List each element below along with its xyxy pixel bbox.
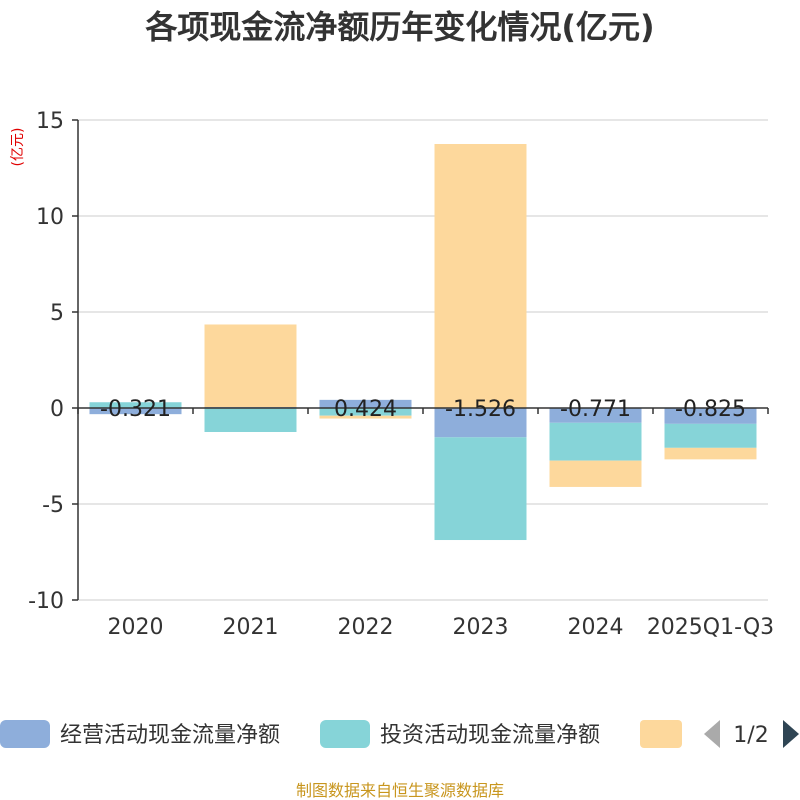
y-tick-label: -10 [28,589,64,614]
bar-2023-series-2[interactable] [434,144,527,408]
y-tick-label: 10 [36,205,64,230]
bar-2022-series-1[interactable] [319,408,412,416]
x-tick-label: 2025Q1-Q3 [647,615,774,640]
bar-2025Q1-Q3-series-2[interactable] [664,447,757,460]
x-tick-label: 2021 [223,615,279,640]
x-axis-ticks: 2020 2021 2022 2023 2024 2025Q1-Q3 [108,615,775,640]
data-label: 0.424 [334,397,397,422]
bar-2022-series-2[interactable] [319,415,412,419]
bar-2025Q1-Q3-series-1[interactable] [664,423,757,448]
legend-label-investing: 投资活动现金流量净额 [380,723,600,748]
bar-2024-series-1[interactable] [549,422,642,461]
bar-2021-series-2[interactable] [204,324,297,408]
bar-2020-series-0[interactable] [89,408,182,415]
bar-2023-series-1[interactable] [434,437,527,541]
legend-swatch-financing [640,720,682,748]
legend-item-operating[interactable]: 经营活动现金流量净额 [0,720,280,748]
y-tick-label: 15 [36,109,64,134]
x-tick-label: 2024 [568,615,624,640]
data-label: -0.825 [675,397,746,422]
y-axis-ticks: 15 10 5 0 -5 -10 [28,109,78,614]
legend-swatch-investing [320,720,370,748]
bar-2024-series-0[interactable] [549,408,642,423]
data-source-note: 制图数据来自恒生聚源数据库 [296,781,504,800]
y-axis-unit: (亿元) [10,128,26,167]
y-tick-label: 5 [50,301,64,326]
data-label: -0.321 [100,397,171,422]
legend-page-indicator: 1/2 [733,723,768,748]
data-label: -1.526 [445,397,516,422]
legend-item-investing[interactable]: 投资活动现金流量净额 [320,720,600,748]
bar-2022-series-0[interactable] [319,399,412,408]
x-tick-label: 2022 [338,615,394,640]
bar-2020-series-1[interactable] [89,402,182,408]
grid-lines [78,119,768,601]
chart-title: 各项现金流净额历年变化情况(亿元) [145,8,654,46]
legend-next-page-icon[interactable] [783,720,799,748]
legend-label-operating: 经营活动现金流量净额 [60,723,280,748]
y-tick-label: -5 [42,493,64,518]
y-tick-label: 0 [50,397,64,422]
legend-swatch-operating [0,720,50,748]
bar-group [89,144,757,541]
bar-2025Q1-Q3-series-0[interactable] [664,408,757,424]
bar-2023-series-0[interactable] [434,408,527,438]
legend: 经营活动现金流量净额 投资活动现金流量净额 1/2 [0,720,799,748]
x-tick-label: 2023 [453,615,509,640]
bar-2024-series-2[interactable] [549,460,642,487]
legend-prev-page-icon[interactable] [704,720,720,748]
axes [77,120,769,600]
bar-2021-series-1[interactable] [204,408,297,432]
data-label: -0.771 [560,397,631,422]
data-labels: -0.321 0.424 -1.526 -0.771 -0.825 [100,397,746,422]
legend-item-financing[interactable] [640,720,682,748]
x-tick-label: 2020 [108,615,164,640]
